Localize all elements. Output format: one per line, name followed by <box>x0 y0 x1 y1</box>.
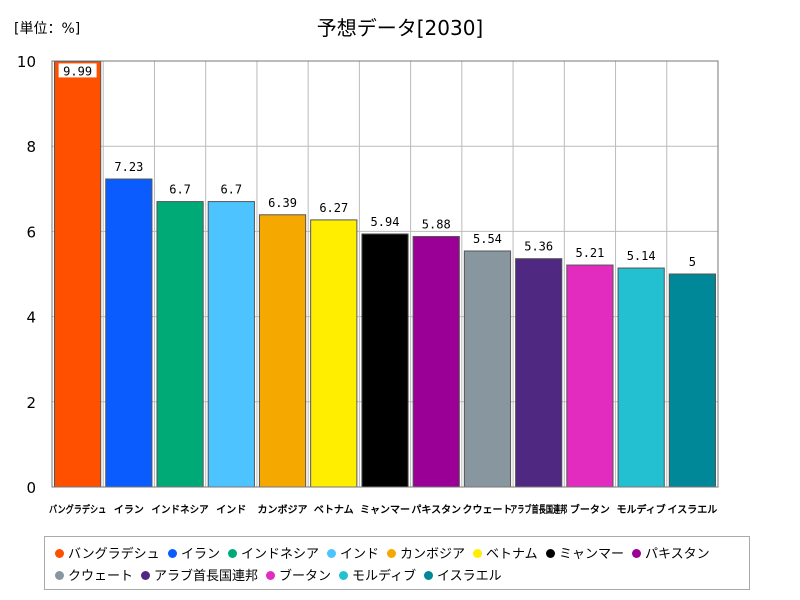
legend-label: パキスタン <box>645 547 710 562</box>
legend-swatch <box>387 549 396 558</box>
legend-item: ベトナム <box>473 543 538 562</box>
y-tick-labels: 0 2 4 6 8 10 <box>17 53 36 497</box>
value-label: 5.88 <box>422 218 451 232</box>
legend-swatch <box>55 571 64 580</box>
bar-8 <box>463 250 512 488</box>
legend-label: イラン <box>181 547 221 562</box>
bar-11 <box>617 267 665 488</box>
legend-label: イスラエル <box>437 569 502 584</box>
x-tick-label: ブータン <box>570 503 610 516</box>
legend-label: クウェート <box>68 569 134 584</box>
legend-item: ミャンマー <box>546 543 624 562</box>
legend-item: アラブ首長国連邦 <box>141 565 258 584</box>
legend-label: ブータン <box>279 569 332 584</box>
legend-label: インド <box>340 547 380 562</box>
legend: バングラデシュ イラン インドネシア インド カンボジア ベトナム ミャンマー パキスタンクウ… <box>44 536 750 590</box>
legend-swatch <box>141 571 150 580</box>
legend-label: インドネシア <box>241 547 320 562</box>
legend-label: モルディブ <box>352 569 417 584</box>
legend-item: イラン <box>168 543 220 562</box>
value-label: 6.7 <box>220 183 242 197</box>
value-label: 6.7 <box>169 183 191 197</box>
value-label: 6.27 <box>319 201 348 215</box>
legend-label: アラブ首長国連邦 <box>154 569 259 584</box>
value-label: 7.23 <box>114 160 143 174</box>
value-labels: 9.99 7.23 6.7 6.7 6.39 6.27 5.94 5.88 5.54 5.36 5.… <box>58 63 696 269</box>
bars <box>54 60 716 488</box>
legend-swatch <box>55 549 64 558</box>
bar-12 <box>668 273 716 488</box>
value-label: 9.99 <box>63 64 92 78</box>
y-tick-label: 8 <box>26 138 36 156</box>
legend-item: カンボジア <box>387 543 465 562</box>
x-tick-label: モルディブ <box>616 503 665 516</box>
y-tick-label: 4 <box>26 309 36 327</box>
legend-swatch <box>228 549 237 558</box>
x-tick-label: クウェート <box>462 504 512 516</box>
x-tick-label: インド <box>216 504 246 516</box>
legend-item: ブータン <box>266 565 331 584</box>
legend-item: インド <box>327 543 379 562</box>
legend-swatch <box>327 549 336 558</box>
bar-3 <box>207 201 255 488</box>
x-tick-label: カンボジア <box>258 503 308 516</box>
bar-10 <box>566 264 614 488</box>
legend-swatch <box>424 571 433 580</box>
unit-label: [単位：%] <box>14 21 81 37</box>
y-tick-label: 2 <box>26 394 36 412</box>
value-label: 5.54 <box>473 232 502 246</box>
value-label: 5.94 <box>371 215 400 229</box>
value-label: 5.14 <box>627 249 656 263</box>
legend-swatch <box>168 549 177 558</box>
y-tick-label: 6 <box>26 223 36 241</box>
x-tick-label: パキスタン <box>411 504 461 516</box>
bar-6 <box>361 233 409 488</box>
x-tick-label: イスラエル <box>668 504 718 516</box>
x-tick-label: ミャンマー <box>360 504 410 516</box>
x-tick-label: アラブ首長国連邦 <box>510 503 567 516</box>
x-tick-label: ベトナム <box>314 504 354 516</box>
legend-swatch <box>473 549 482 558</box>
bar-2 <box>156 201 204 488</box>
legend-item: モルディブ <box>339 565 416 584</box>
y-tick-label: 10 <box>17 53 36 71</box>
legend-item: パキスタン <box>632 543 710 562</box>
legend-swatch <box>339 571 348 580</box>
legend-item: バングラデシュ <box>55 543 160 562</box>
bar-4 <box>258 214 307 488</box>
bar-chart: 9.99 7.23 6.7 6.7 6.39 6.27 5.94 5.88 5.54 5.36 5.… <box>17 53 719 516</box>
legend-label: ミャンマー <box>559 547 625 562</box>
bar-1 <box>105 178 153 488</box>
plot-frame <box>51 60 719 488</box>
value-label: 5.36 <box>524 240 553 254</box>
bar-9 <box>515 258 563 488</box>
legend-swatch <box>632 549 641 558</box>
x-tick-label: イラン <box>114 504 144 516</box>
legend-label: ベトナム <box>486 547 538 562</box>
legend-item: インドネシア <box>228 543 319 562</box>
value-label-bg <box>58 63 97 78</box>
value-label: 6.39 <box>268 196 297 210</box>
chart-title: 予想データ[2030] <box>316 16 484 40</box>
value-label: 5.21 <box>575 246 604 260</box>
x-tick-label: インドネシア <box>151 504 208 516</box>
legend-swatch <box>546 549 555 558</box>
legend-label: カンボジア <box>400 547 466 562</box>
bar-5 <box>310 219 358 488</box>
value-label: 5 <box>689 255 696 269</box>
legend-swatch <box>266 571 275 580</box>
legend-label: バングラデシュ <box>68 547 160 562</box>
bar-0 <box>54 60 102 488</box>
bar-7 <box>412 236 460 488</box>
legend-item: クウェート <box>55 565 133 584</box>
x-tick-label: バングラデシュ <box>49 503 106 516</box>
y-tick-label: 0 <box>26 479 36 497</box>
legend-item: イスラエル <box>424 565 502 584</box>
